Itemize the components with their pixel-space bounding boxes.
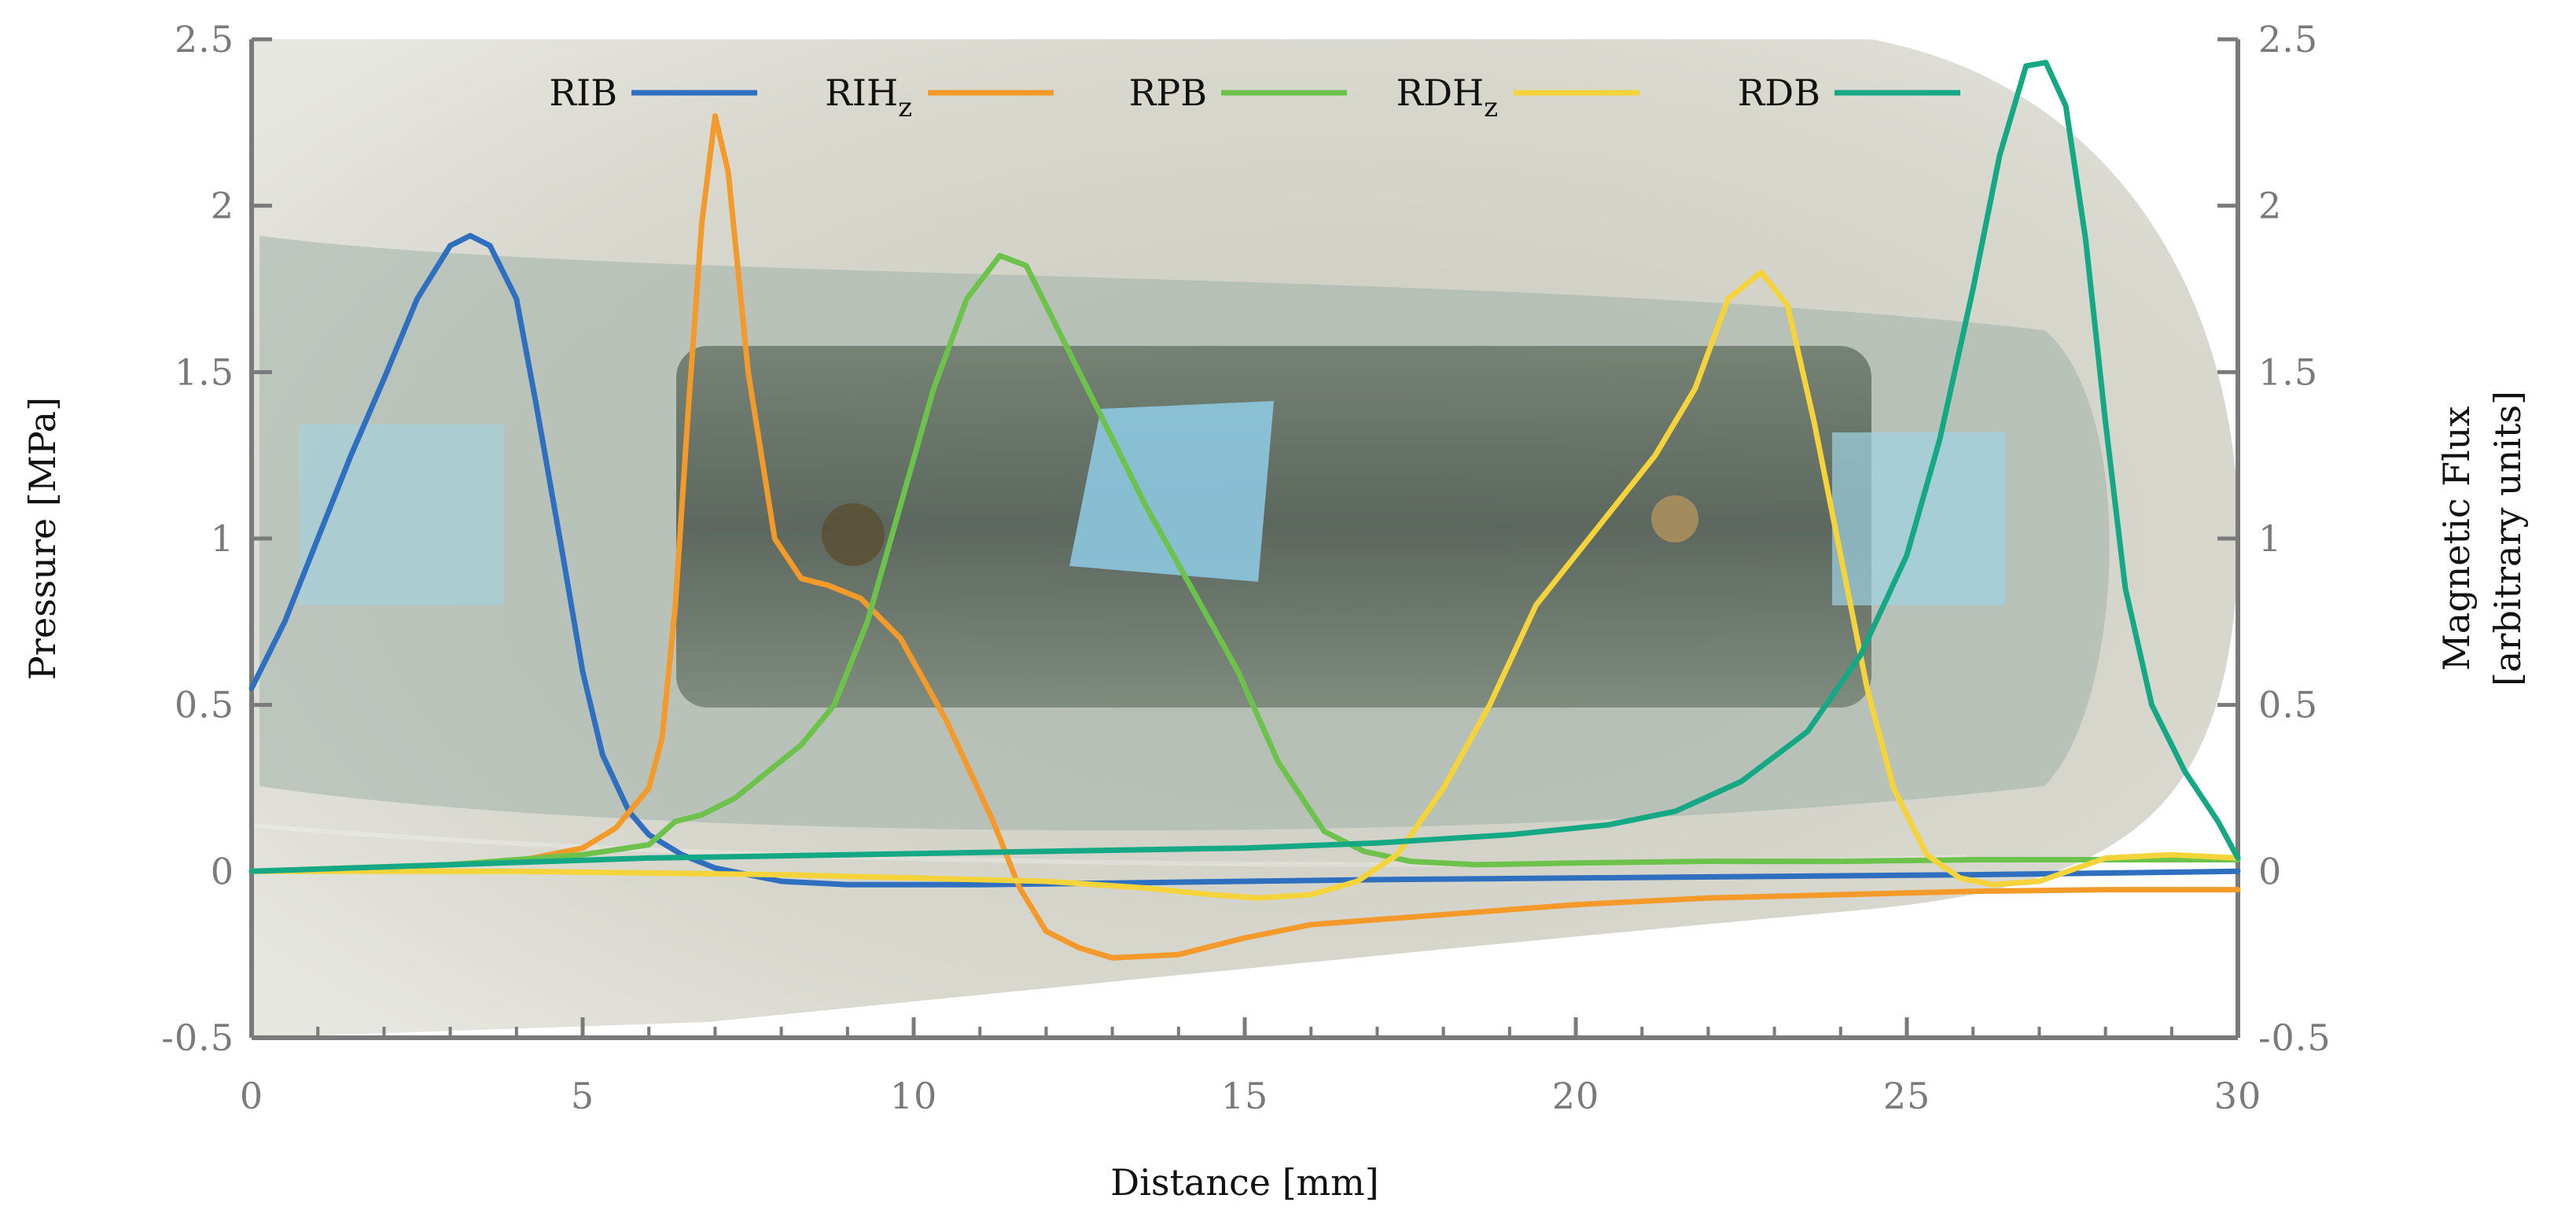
series-line-rih-z [248, 112, 2241, 961]
x-tick-label: 15 [1221, 1075, 1269, 1117]
legend-label-rdb: RDB [1738, 72, 1820, 114]
legend-label-rib: RIB [549, 72, 617, 114]
y2-axis-title-line1: Magnetic Flux [2435, 406, 2478, 671]
x-axis-title: Distance [mm] [1110, 1161, 1378, 1204]
y2-axis-title-line2: [arbitrary units] [2486, 391, 2529, 686]
y2-tick-label: 0 [2258, 850, 2282, 892]
x-tick-label: 20 [1552, 1075, 1600, 1117]
y-tick-label: 1 [211, 517, 234, 560]
y-tick-label: 0 [211, 850, 234, 892]
series-line-rpb [248, 252, 2241, 874]
series-layer [248, 60, 2241, 961]
legend-label-rihz: RIHz [825, 72, 912, 123]
series-line-rdh-z [248, 269, 2241, 901]
y-axis-title: Pressure [MPa] [21, 397, 64, 680]
y-tick-label: 1.5 [175, 351, 234, 393]
y2-tick-label: 1 [2258, 517, 2282, 560]
y2-tick-label: 2 [2258, 185, 2282, 227]
y2-tick-label: 0.5 [2258, 684, 2318, 726]
legend-label-rpb: RPB [1129, 72, 1207, 114]
fingertip-photo [252, 39, 2238, 1038]
y-tick-label: -0.5 [161, 1017, 234, 1059]
y2-tick-label: 1.5 [2258, 351, 2318, 393]
axis-ticks: 0 5 10 15 20 25 30-0.500.511.522.5-0.500.511.5… [161, 18, 2331, 1117]
series-line-rdb [248, 60, 2241, 874]
y2-tick-label: 2.5 [2258, 18, 2318, 61]
y2-tick-label: -0.5 [2258, 1017, 2331, 1059]
x-tick-label: 5 [571, 1075, 594, 1117]
series-line-rib [248, 233, 2241, 888]
y-tick-label: 0.5 [175, 684, 234, 726]
y-tick-label: 2.5 [175, 18, 234, 61]
x-tick-label: 0 [240, 1075, 263, 1117]
x-tick-label: 30 [2214, 1075, 2262, 1117]
x-tick-label: 10 [890, 1075, 938, 1117]
x-tick-label: 25 [1883, 1075, 1931, 1117]
y-tick-label: 2 [211, 185, 234, 227]
